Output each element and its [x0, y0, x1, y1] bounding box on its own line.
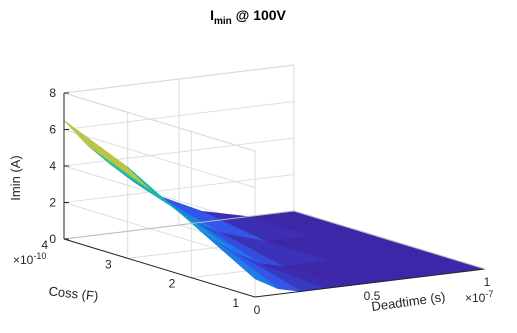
y-multiplier-exponent: -10	[33, 251, 46, 261]
box-edge-floor-right	[293, 210, 486, 270]
x-axis-line	[254, 268, 486, 298]
z-tick-label: 4	[49, 159, 56, 173]
grid-line-z-back	[63, 174, 295, 203]
grid-line-z-left	[63, 92, 256, 152]
x-axis-label: Deadtime (s)	[370, 289, 446, 314]
y-axis-line	[63, 238, 256, 298]
x-multiplier-base: ×10	[465, 291, 486, 305]
x-tick-label: 0	[254, 303, 261, 317]
surface-facet	[191, 222, 279, 289]
grid-line-z-back	[63, 137, 295, 167]
y-axis-multiplier: ×10-10	[13, 251, 46, 267]
chart-title-main: I	[210, 7, 214, 23]
x-axis-multiplier: ×10-7	[465, 289, 493, 305]
surface-mesh	[63, 120, 486, 292]
y-multiplier-base: ×10	[13, 253, 34, 267]
chart-title-subscript: min	[214, 16, 232, 27]
z-tick-label: 2	[49, 196, 56, 210]
x-tick-label: 1	[484, 275, 491, 289]
grid-line-z-back	[63, 101, 295, 130]
chart-title: Imin @ 100V	[210, 7, 286, 27]
y-axis-label: Coss (F)	[48, 283, 99, 303]
z-tick-label: 8	[49, 86, 56, 100]
y-tick-label: 1	[232, 296, 239, 310]
x-tick-label: 0.5	[364, 289, 381, 303]
grid-line-z-left	[63, 129, 256, 188]
y-tick-label: 4	[41, 238, 48, 252]
x-multiplier-exponent: -7	[485, 289, 493, 299]
box-edge-floor-back	[63, 210, 295, 240]
chart-title-rest: @ 100V	[232, 7, 287, 23]
z-axis-label: Imin (A)	[8, 155, 23, 201]
z-tick-label: 6	[49, 123, 56, 137]
grid-line-z-back	[63, 64, 295, 94]
z-tick-label: 0	[49, 232, 56, 246]
y-tick-label: 3	[105, 257, 112, 271]
y-tick-label: 2	[169, 277, 176, 291]
